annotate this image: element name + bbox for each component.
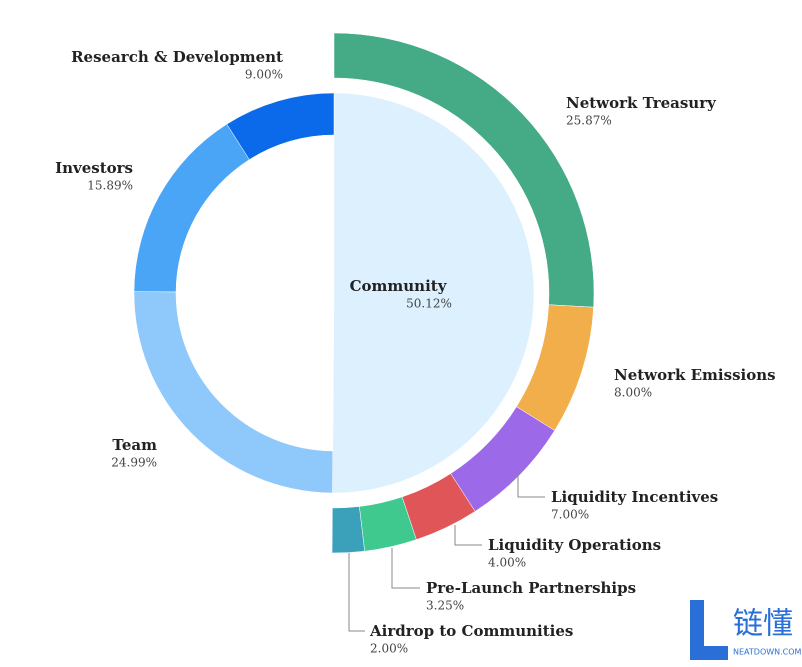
segment-value: 25.87% <box>566 114 612 128</box>
leader-line <box>454 525 482 546</box>
watermark: 链懂 NEATDOWN.COM <box>690 600 802 660</box>
watermark-site: NEATDOWN.COM <box>733 648 802 657</box>
segment-label: Liquidity Operations <box>488 536 661 554</box>
watermark-brand: 链懂 <box>733 607 793 642</box>
segment-label: Network Emissions <box>614 366 776 384</box>
segment-label: Research & Development <box>71 48 283 66</box>
segment-value: 50.12% <box>406 297 452 311</box>
segment-label: Airdrop to Communities <box>369 622 573 640</box>
leader-lines <box>348 472 545 632</box>
segment-value: 2.00% <box>370 642 408 656</box>
leader-line <box>391 548 420 589</box>
segment-label: Pre-Launch Partnerships <box>426 579 636 597</box>
segment-label: Team <box>112 436 157 454</box>
leader-line <box>517 472 545 498</box>
segment-value: 15.89% <box>87 179 133 193</box>
segment <box>226 92 335 160</box>
segment-value: 4.00% <box>488 556 526 570</box>
segment-value: 3.25% <box>426 599 464 613</box>
segment-value: 9.00% <box>245 68 283 82</box>
segment <box>133 291 334 494</box>
watermark-logo <box>690 600 728 660</box>
segment-label: Community <box>350 277 448 295</box>
segment <box>331 506 365 554</box>
segment <box>133 123 250 293</box>
segment-value: 24.99% <box>111 456 157 470</box>
segment-label: Investors <box>55 159 133 177</box>
segment-value: 8.00% <box>614 386 652 400</box>
segment-value: 7.00% <box>551 508 589 522</box>
segment-label: Network Treasury <box>566 94 717 112</box>
segment <box>332 92 535 494</box>
leader-line <box>348 553 365 632</box>
segment-label: Liquidity Incentives <box>551 488 718 506</box>
